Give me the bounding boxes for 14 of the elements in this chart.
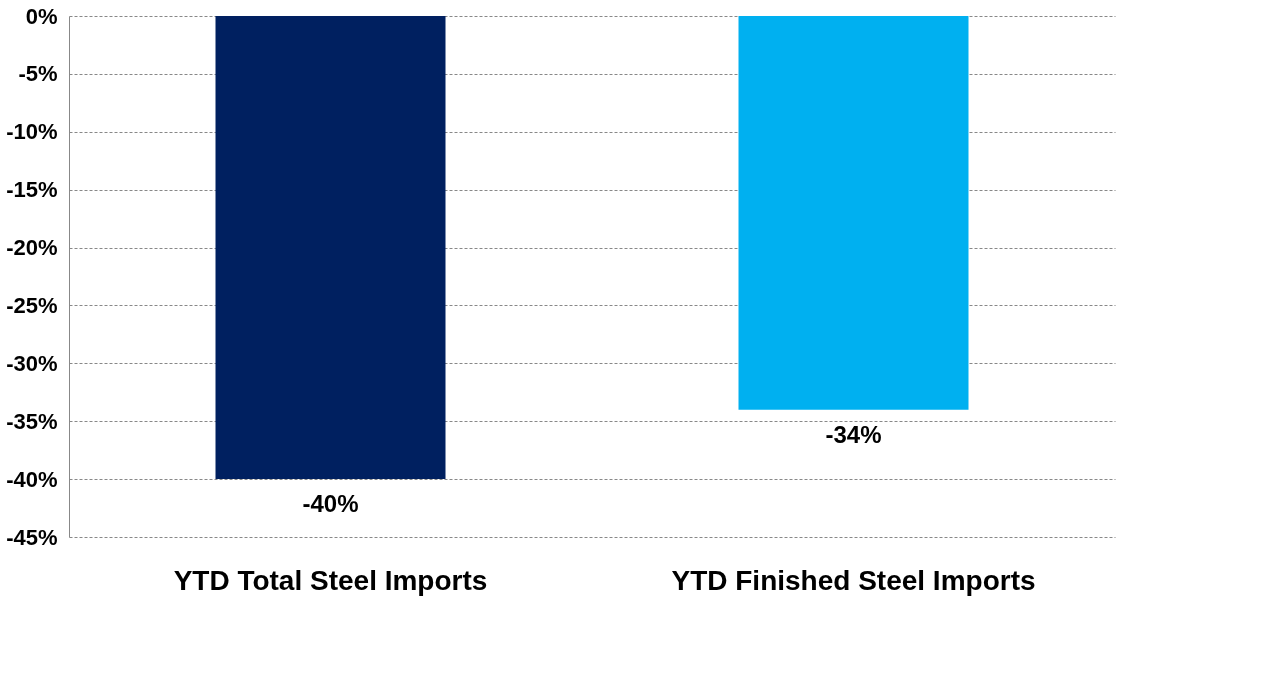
y-tick-label: -25% — [6, 292, 58, 318]
y-tick-label: -5% — [18, 61, 58, 87]
y-tick-label: -40% — [6, 466, 58, 492]
y-tick-label: -35% — [6, 408, 58, 434]
y-tick-label: -45% — [6, 524, 58, 550]
y-tick-label: -20% — [6, 235, 58, 261]
x-tick-label: YTD Finished Steel Imports — [671, 564, 1036, 596]
y-tick-label: -10% — [6, 119, 58, 145]
y-tick-label: 0% — [25, 3, 58, 29]
x-tick-label: YTD Total Steel Imports — [173, 564, 488, 596]
data-label: -40% — [302, 490, 359, 518]
y-tick-label: -15% — [6, 177, 58, 203]
data-label: -34% — [825, 420, 882, 448]
y-tick-label: -30% — [6, 350, 58, 376]
